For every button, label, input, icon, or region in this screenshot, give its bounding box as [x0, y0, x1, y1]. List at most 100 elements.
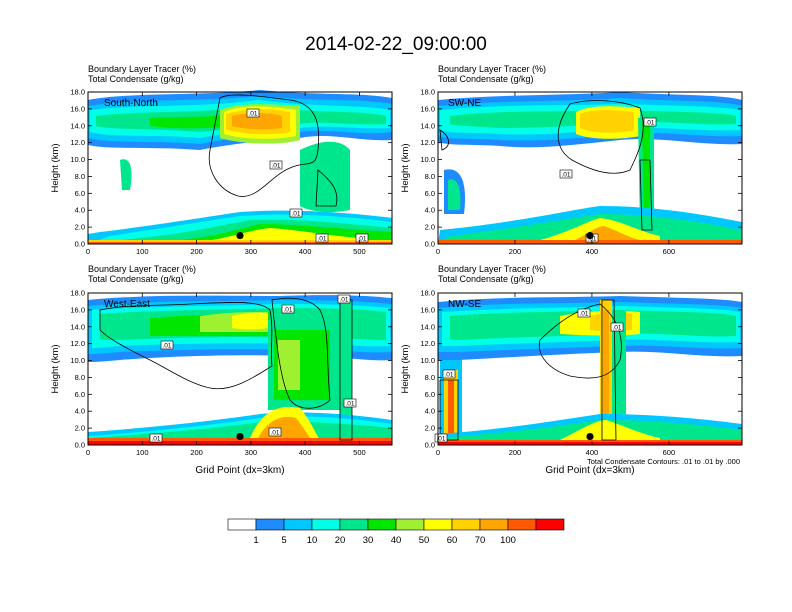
- contour-label: .01: [561, 172, 570, 179]
- contour-label-box: [610, 322, 624, 332]
- contour-label: .01: [317, 236, 326, 243]
- x-tick-label: 400: [586, 247, 599, 256]
- x-tick-label: 0: [86, 247, 90, 256]
- figure-title: 2014-02-22_09:00:00: [305, 34, 487, 55]
- contour-label-box: [643, 117, 657, 127]
- contour-label-box: [269, 160, 283, 170]
- colorbar-swatch: [367, 518, 397, 531]
- contour-label: .01: [345, 401, 354, 408]
- panel-name: NW-SE: [448, 299, 481, 310]
- y-tick-label: 18.0: [70, 289, 85, 298]
- panel-south-north: Boundary Layer Tracer (%) Total Condensa…: [50, 64, 393, 256]
- x-axis-label: Grid Point (dx=3km): [195, 465, 284, 476]
- y-tick-label: 0.0: [75, 240, 85, 249]
- panel-line1: Boundary Layer Tracer (%): [438, 264, 546, 274]
- colorbar-swatch: [451, 518, 481, 531]
- contour-label: .01: [162, 343, 171, 350]
- contour-label-box: [442, 369, 456, 379]
- colorbar-swatch: [311, 518, 341, 531]
- contour-label-box: [281, 304, 295, 314]
- contour-label-box: [246, 108, 260, 118]
- y-tick-label: 12.0: [70, 339, 85, 348]
- y-tick-label: 2.0: [425, 223, 435, 232]
- y-tick-label: 6.0: [75, 189, 85, 198]
- colorbar-swatch: [423, 518, 453, 531]
- x-tick-label: 600: [663, 247, 676, 256]
- colorbar-label: 50: [419, 535, 430, 546]
- x-tick-label: 200: [190, 448, 203, 457]
- y-tick-label: 12.0: [420, 138, 435, 147]
- y-axis-label: Height (km): [400, 344, 411, 393]
- x-tick-label: 400: [586, 448, 599, 457]
- colorbar-label: 20: [335, 535, 346, 546]
- contour-label: .01: [587, 236, 596, 243]
- colorbar-swatch: [395, 518, 425, 531]
- field-layer: [88, 90, 392, 244]
- panel-line2: Total Condensate (g/kg): [88, 74, 184, 84]
- y-tick-label: 16.0: [420, 305, 435, 314]
- contour-label: .01: [612, 325, 621, 332]
- x-tick-label: 600: [663, 448, 676, 457]
- colorbar-label: 10: [307, 535, 318, 546]
- field-layer: [438, 293, 742, 445]
- contour-note: Total Condensate Contours: .01 to .01 by…: [587, 457, 740, 466]
- x-tick-label: 500: [353, 448, 366, 457]
- y-tick-label: 10.0: [70, 155, 85, 164]
- panel-line2: Total Condensate (g/kg): [438, 274, 534, 284]
- y-axis-label: Height (km): [50, 143, 61, 192]
- contour-label-box: [160, 340, 174, 350]
- y-tick-label: 8.0: [75, 172, 85, 181]
- colorbar-label: 70: [475, 535, 486, 546]
- colorbar-swatch: [255, 518, 285, 531]
- contour-label-box: [315, 233, 329, 243]
- y-tick-label: 10.0: [420, 155, 435, 164]
- contour-label-box: [289, 208, 303, 218]
- contour-label: .01: [248, 111, 257, 118]
- y-axis-label: Height (km): [50, 344, 61, 393]
- x-tick-label: 100: [136, 448, 149, 457]
- y-tick-label: 10.0: [420, 356, 435, 365]
- x-tick-label: 300: [245, 448, 258, 457]
- contour-label: .01: [645, 120, 654, 127]
- y-tick-label: 18.0: [70, 88, 85, 97]
- y-tick-label: 0.0: [425, 441, 435, 450]
- y-tick-label: 6.0: [425, 390, 435, 399]
- x-tick-label: 100: [136, 247, 149, 256]
- y-tick-label: 10.0: [70, 356, 85, 365]
- contour-label: .01: [579, 311, 588, 318]
- y-tick-label: 4.0: [425, 206, 435, 215]
- colorbar-swatch: [507, 518, 537, 531]
- contour-label: .01: [270, 430, 279, 437]
- x-axis-label: Grid Point (dx=3km): [545, 465, 634, 476]
- y-tick-label: 0.0: [425, 240, 435, 249]
- y-tick-label: 16.0: [420, 104, 435, 113]
- colorbar-swatch: [283, 518, 313, 531]
- colorbar-label: 30: [363, 535, 374, 546]
- field-layer: [88, 293, 392, 445]
- y-tick-label: 4.0: [75, 206, 85, 215]
- y-tick-label: 2.0: [75, 223, 85, 232]
- contour-label-box: [559, 169, 573, 179]
- location-marker: [236, 231, 244, 240]
- location-marker: [586, 432, 594, 441]
- colorbar-swatch: [339, 518, 369, 531]
- x-tick-label: 300: [245, 247, 258, 256]
- contour-label-box: [268, 427, 282, 437]
- y-tick-label: 12.0: [70, 138, 85, 147]
- colorbar-label: 5: [281, 535, 286, 546]
- y-tick-label: 14.0: [420, 322, 435, 331]
- contour-label: .01: [444, 372, 453, 379]
- panel-nw-se: Boundary Layer Tracer (%) Total Condensa…: [400, 264, 743, 476]
- x-tick-label: 0: [436, 247, 440, 256]
- contour-label-box: [355, 233, 369, 243]
- colorbar-label: 1: [253, 535, 258, 546]
- contour-label: .01: [151, 436, 160, 443]
- x-tick-label: 500: [353, 247, 366, 256]
- y-tick-label: 18.0: [420, 88, 435, 97]
- contour-label: .01: [283, 307, 292, 314]
- y-tick-label: 2.0: [425, 424, 435, 433]
- location-marker: [586, 231, 594, 240]
- x-tick-label: 200: [190, 247, 203, 256]
- contour-label-box: [343, 398, 357, 408]
